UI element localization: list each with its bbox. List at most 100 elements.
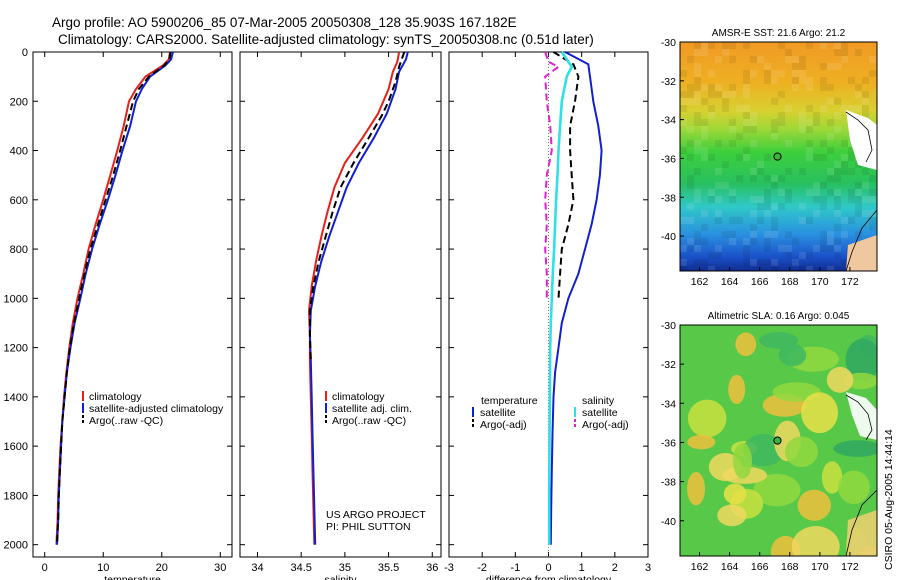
sst-cell: [834, 168, 841, 175]
sla-anomaly-blob: [833, 440, 877, 457]
sst-cell: [701, 210, 708, 217]
sst-cell: [687, 238, 694, 245]
land-mask: [846, 510, 877, 556]
sst-cell: [680, 266, 687, 271]
sla-anomaly-blob: [753, 473, 801, 507]
sst-cell: [687, 140, 694, 147]
sst-cell: [799, 203, 806, 210]
sst-cell: [806, 189, 813, 196]
y-tick-label: 0: [22, 47, 28, 59]
sst-cell: [785, 49, 792, 56]
sst-cell: [687, 175, 694, 182]
sst-cell: [827, 168, 834, 175]
sst-cell: [771, 224, 778, 231]
sst-cell: [869, 175, 876, 182]
legend-entry-satellite-adjusted-climatology: satellite-adjusted climatology: [89, 403, 224, 415]
sst-cell: [729, 238, 736, 245]
sst-cell: [855, 49, 862, 56]
sst-cell: [848, 168, 855, 175]
sst-cell: [757, 203, 764, 210]
sst-cell: [771, 98, 778, 105]
sst-cell: [827, 133, 834, 140]
sst-cell: [722, 105, 729, 112]
sst-cell: [743, 112, 750, 119]
sst-cell: [806, 252, 813, 259]
sst-cell: [729, 91, 736, 98]
sst-cell: [785, 56, 792, 63]
sst-cell: [764, 231, 771, 238]
sst-cell: [869, 70, 876, 77]
sst-cell: [736, 133, 743, 140]
sst-cell: [841, 259, 848, 266]
y-tick-label: 1600: [4, 441, 28, 453]
sst-cell: [701, 154, 708, 161]
x-tick-label: 30: [214, 562, 226, 574]
x-tick-label: 35.5: [378, 562, 399, 574]
sst-cell: [792, 77, 799, 84]
x-tick-label: -1: [510, 562, 520, 574]
sst-cell: [701, 238, 708, 245]
sst-cell: [820, 203, 827, 210]
sst-cell: [778, 203, 785, 210]
sst-cell: [715, 252, 722, 259]
sst-cell: [701, 42, 708, 49]
sst-cell: [680, 245, 687, 252]
sst-cell: [694, 189, 701, 196]
sst-cell: [827, 245, 834, 252]
sst-cell: [813, 112, 820, 119]
sst-cell: [743, 91, 750, 98]
sst-cell: [687, 203, 694, 210]
sst-cell: [736, 217, 743, 224]
sst-cell: [701, 259, 708, 266]
sst-cell: [750, 238, 757, 245]
series-line-salinity-argo-adj: [544, 51, 561, 299]
x-tick-label: 35: [339, 562, 351, 574]
sst-cell: [792, 63, 799, 70]
sst-cell: [806, 77, 813, 84]
sst-cell: [750, 175, 757, 182]
sst-cell: [715, 196, 722, 203]
series-line-salinity-satellite: [547, 51, 574, 545]
y-tick-label: -38: [661, 192, 676, 204]
sst-cell: [694, 231, 701, 238]
sla-anomaly-blob: [687, 472, 706, 506]
sst-cell: [862, 98, 869, 105]
sst-cell: [820, 245, 827, 252]
sst-cell: [764, 63, 771, 70]
sst-cell: [764, 175, 771, 182]
sst-cell: [757, 161, 764, 168]
sst-map-panel: AMSR-E SST: 21.6 Argo: 21.2 162 164 166 168 1…: [661, 28, 878, 288]
sst-cell: [757, 217, 764, 224]
sst-cell: [799, 77, 806, 84]
y-tick-label: 1200: [4, 343, 28, 355]
sst-cell: [792, 259, 799, 266]
sst-cell: [862, 196, 869, 203]
y-tick-label: -30: [661, 37, 676, 49]
sst-cell: [736, 175, 743, 182]
sst-cell: [694, 84, 701, 91]
x-tick-label: 162: [691, 561, 709, 573]
plot-frame: [32, 51, 233, 558]
series-line-satellite-adj-clim: [308, 51, 409, 545]
sst-cell: [701, 49, 708, 56]
sst-cell: [848, 196, 855, 203]
sst-cell: [834, 98, 841, 105]
sst-cell: [841, 217, 848, 224]
sst-cell: [848, 77, 855, 84]
sst-cell: [827, 147, 834, 154]
sst-cell: [743, 147, 750, 154]
x-tick-label: 164: [721, 276, 739, 288]
y-tick-label: 1000: [4, 293, 28, 305]
sst-cell: [820, 42, 827, 49]
sst-cell: [792, 84, 799, 91]
sst-cell: [785, 140, 792, 147]
sst-cell: [715, 217, 722, 224]
sst-cell: [841, 168, 848, 175]
sst-cell: [694, 91, 701, 98]
sst-cell: [729, 84, 736, 91]
sst-cell: [785, 245, 792, 252]
y-tick-label: 800: [10, 244, 28, 256]
sst-cell: [862, 210, 869, 217]
sst-cell: [701, 133, 708, 140]
sst-cell: [736, 154, 743, 161]
